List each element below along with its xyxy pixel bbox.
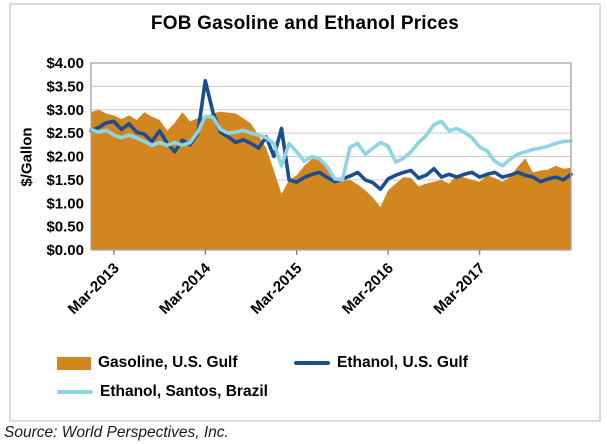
- svg-text:$3.50: $3.50: [46, 78, 84, 95]
- svg-text:$1.50: $1.50: [46, 172, 84, 189]
- svg-text:$0.00: $0.00: [46, 242, 84, 259]
- svg-text:Mar-2013: Mar-2013: [65, 260, 123, 318]
- ethanol-santos-line-swatch-icon: [57, 390, 93, 394]
- svg-text:Mar-2015: Mar-2015: [248, 260, 306, 318]
- legend-label-ethanol-santos: Ethanol, Santos, Brazil: [100, 383, 268, 400]
- svg-text:$3.00: $3.00: [46, 102, 84, 119]
- legend-item-gasoline: Gasoline, U.S. Gulf: [57, 354, 294, 372]
- chart-frame: FOB Gasoline and Ethanol Prices $/Gallon…: [9, 3, 601, 422]
- gasoline-area-swatch-icon: [57, 356, 91, 370]
- legend-row-2: Ethanol, Santos, Brazil: [11, 380, 599, 404]
- svg-text:Mar-2014: Mar-2014: [156, 259, 214, 317]
- svg-text:$0.50: $0.50: [46, 219, 84, 236]
- legend-item-ethanol-santos: Ethanol, Santos, Brazil: [57, 383, 268, 401]
- ethanol-us-line-swatch-icon: [294, 361, 330, 365]
- svg-text:Mar-2016: Mar-2016: [339, 260, 397, 318]
- legend: Gasoline, U.S. Gulf Ethanol, U.S. Gulf E…: [11, 351, 599, 409]
- legend-label-gasoline: Gasoline, U.S. Gulf: [98, 354, 238, 371]
- svg-text:$4.00: $4.00: [46, 55, 84, 72]
- chart-title: FOB Gasoline and Ethanol Prices: [150, 13, 460, 34]
- svg-text:$2.50: $2.50: [46, 125, 84, 142]
- svg-text:$1.00: $1.00: [46, 195, 84, 212]
- source-note: Source: World Perspectives, Inc.: [4, 424, 229, 441]
- legend-row-1: Gasoline, U.S. Gulf Ethanol, U.S. Gulf: [11, 351, 599, 375]
- svg-text:Mar-2017: Mar-2017: [430, 260, 488, 318]
- legend-item-ethanol-us-gulf: Ethanol, U.S. Gulf: [294, 354, 468, 372]
- legend-label-ethanol-us-gulf: Ethanol, U.S. Gulf: [337, 354, 468, 371]
- chart-plot: $0.00 $0.50 $1.00 $1.50 $2.00 $2.50 $3.00 $3.50…: [46, 55, 573, 318]
- svg-text:$2.00: $2.00: [46, 149, 84, 166]
